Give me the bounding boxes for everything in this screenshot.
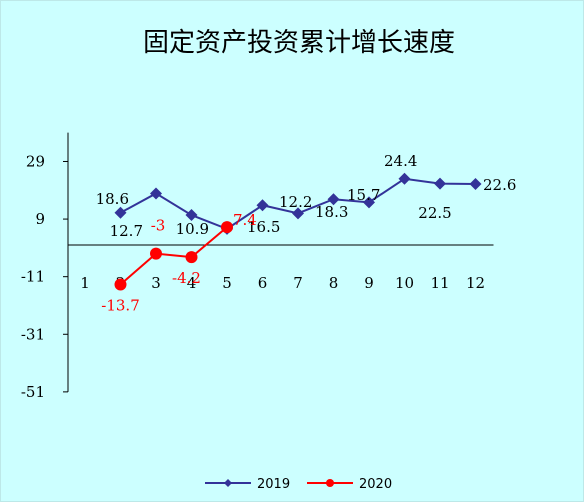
data-label-2019-5: 10.9 bbox=[176, 220, 209, 238]
legend-label-2019: 2019 bbox=[257, 477, 290, 492]
point-2019-10 bbox=[398, 172, 411, 185]
y-tick-label: 9 bbox=[35, 210, 45, 228]
x-tick-label: 8 bbox=[329, 274, 339, 292]
point-2019-4 bbox=[185, 209, 198, 222]
data-label-2019-8: 18.3 bbox=[315, 203, 348, 221]
data-label-2019-9: 15.7 bbox=[347, 186, 380, 204]
point-2019-12 bbox=[469, 177, 482, 190]
legend-marker-2020 bbox=[326, 479, 334, 487]
point-2019-3 bbox=[150, 187, 162, 200]
y-tick-label: 29 bbox=[26, 152, 45, 170]
y-tick-label: -31 bbox=[21, 325, 45, 343]
point-2020-5 bbox=[221, 221, 233, 234]
point-2019-9 bbox=[363, 196, 375, 209]
x-tick-label: 3 bbox=[151, 274, 161, 292]
y-tick-label: -51 bbox=[21, 383, 45, 401]
data-label-2020-5: 7.4 bbox=[233, 211, 257, 229]
data-label-2019-7: 12.2 bbox=[279, 193, 312, 211]
point-2019-11 bbox=[434, 177, 446, 190]
point-2019-7 bbox=[292, 207, 304, 220]
s2020-line bbox=[119, 226, 228, 286]
point-2019-6 bbox=[256, 199, 269, 212]
chart-title: 固定资产投资累计增长速度 bbox=[143, 28, 455, 58]
x-tick-label: 5 bbox=[222, 274, 232, 292]
legend: 2019 2020 bbox=[205, 477, 392, 492]
data-label-2020-4: -4.2 bbox=[172, 269, 201, 287]
data-label-2020-2: -13.7 bbox=[101, 296, 139, 314]
x-tick-label: 7 bbox=[293, 274, 303, 292]
x-tick-label: 11 bbox=[430, 274, 449, 292]
x-tick-label: 4 bbox=[187, 274, 197, 292]
plot-area: 299-11-31-5112345678910111218.612.710.91… bbox=[21, 132, 516, 401]
point-2019-2 bbox=[114, 206, 127, 219]
legend-marker-2019 bbox=[224, 479, 232, 487]
x-tick-label: 6 bbox=[258, 274, 268, 292]
data-label-2019-12: 22.6 bbox=[483, 176, 516, 194]
point-2020-3 bbox=[150, 247, 162, 260]
data-label-2019-2: 18.6 bbox=[96, 190, 129, 208]
x-tick-label: 12 bbox=[466, 274, 485, 292]
data-label-2019-11: 22.5 bbox=[418, 204, 451, 222]
y-tick-label: -11 bbox=[21, 268, 45, 286]
data-label-2020-3: -3 bbox=[151, 217, 166, 235]
data-label-2019-4: 12.7 bbox=[110, 222, 143, 240]
point-2019-8 bbox=[327, 193, 340, 206]
x-tick-label: 1 bbox=[80, 274, 90, 292]
legend-label-2020: 2020 bbox=[359, 477, 392, 492]
x-tick-label: 9 bbox=[364, 274, 374, 292]
point-2020-2 bbox=[114, 278, 127, 291]
data-label-2019-10: 24.4 bbox=[384, 152, 417, 170]
x-tick-label: 10 bbox=[395, 274, 414, 292]
data-label-2019-6: 16.5 bbox=[247, 218, 280, 236]
point-2020-4 bbox=[185, 251, 198, 264]
